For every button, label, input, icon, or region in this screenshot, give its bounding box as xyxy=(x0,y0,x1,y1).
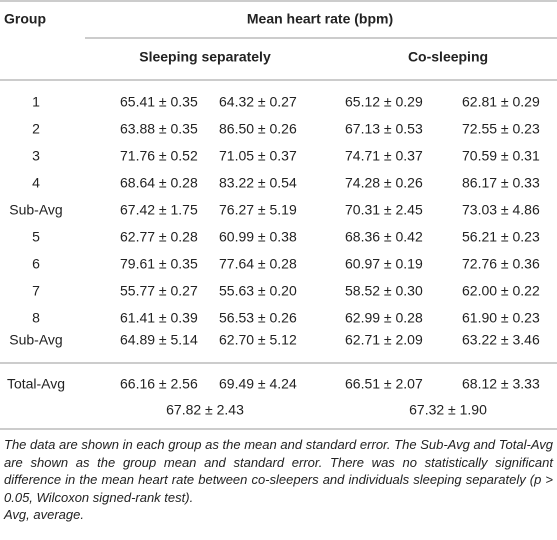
cell: 56.53 ± 0.26 xyxy=(219,310,297,326)
group-label: 6 xyxy=(32,256,40,272)
header-mean: Mean heart rate (bpm) xyxy=(247,11,393,27)
cell: 62.70 ± 5.12 xyxy=(219,332,297,348)
cell: 77.64 ± 0.28 xyxy=(219,256,297,272)
cell: 61.41 ± 0.39 xyxy=(120,310,198,326)
group-label: 7 xyxy=(32,283,40,299)
cell: 62.00 ± 0.22 xyxy=(462,283,540,299)
cell: 70.59 ± 0.31 xyxy=(462,148,540,164)
combined-cell: 67.82 ± 2.43 xyxy=(166,402,244,418)
header-sleeping: Sleeping separately xyxy=(139,49,271,65)
group-label: Sub-Avg xyxy=(9,202,62,218)
header-group: Group xyxy=(4,11,46,27)
footnote-abbrev: Avg, average. xyxy=(4,507,84,522)
group-label: Total-Avg xyxy=(7,376,65,392)
group-label: 3 xyxy=(32,148,40,164)
group-label: 5 xyxy=(32,229,40,245)
cell: 72.76 ± 0.36 xyxy=(462,256,540,272)
combined-cell: 67.32 ± 1.90 xyxy=(409,402,487,418)
cell: 62.81 ± 0.29 xyxy=(462,94,540,110)
group-label: 8 xyxy=(32,310,40,326)
cell: 61.90 ± 0.23 xyxy=(462,310,540,326)
cell: 67.13 ± 0.53 xyxy=(345,121,423,137)
header-cosleeping: Co-sleeping xyxy=(408,49,488,65)
cell: 58.52 ± 0.30 xyxy=(345,283,423,299)
footnote-text: The data are shown in each group as the … xyxy=(4,437,553,505)
cell: 65.41 ± 0.35 xyxy=(120,94,198,110)
cell: 62.99 ± 0.28 xyxy=(345,310,423,326)
cell: 60.97 ± 0.19 xyxy=(345,256,423,272)
cell: 66.16 ± 2.56 xyxy=(120,376,198,392)
cell: 79.61 ± 0.35 xyxy=(120,256,198,272)
table: Group Mean heart rate (bpm) Sleeping sep… xyxy=(0,0,557,430)
cell: 70.31 ± 2.45 xyxy=(345,202,423,218)
cell: 66.51 ± 2.07 xyxy=(345,376,423,392)
cell: 63.88 ± 0.35 xyxy=(120,121,198,137)
cell: 67.42 ± 1.75 xyxy=(120,202,198,218)
cell: 76.27 ± 5.19 xyxy=(219,202,297,218)
cell: 63.22 ± 3.46 xyxy=(462,332,540,348)
cell: 62.77 ± 0.28 xyxy=(120,229,198,245)
cell: 55.63 ± 0.20 xyxy=(219,283,297,299)
cell: 60.99 ± 0.38 xyxy=(219,229,297,245)
cell: 74.28 ± 0.26 xyxy=(345,175,423,191)
cell: 62.71 ± 2.09 xyxy=(345,332,423,348)
cell: 72.55 ± 0.23 xyxy=(462,121,540,137)
cell: 68.64 ± 0.28 xyxy=(120,175,198,191)
cell: 65.12 ± 0.29 xyxy=(345,94,423,110)
cell: 73.03 ± 4.86 xyxy=(462,202,540,218)
cell: 86.17 ± 0.33 xyxy=(462,175,540,191)
cell: 68.36 ± 0.42 xyxy=(345,229,423,245)
cell: 83.22 ± 0.54 xyxy=(219,175,297,191)
cell: 74.71 ± 0.37 xyxy=(345,148,423,164)
cell: 71.05 ± 0.37 xyxy=(219,148,297,164)
group-label: 2 xyxy=(32,121,40,137)
group-label: 1 xyxy=(32,94,40,110)
cell: 64.32 ± 0.27 xyxy=(219,94,297,110)
cell: 55.77 ± 0.27 xyxy=(120,283,198,299)
cell: 71.76 ± 0.52 xyxy=(120,148,198,164)
group-label: Sub-Avg xyxy=(9,332,62,348)
footnote: The data are shown in each group as the … xyxy=(4,436,553,524)
cell: 69.49 ± 4.24 xyxy=(219,376,297,392)
cell: 68.12 ± 3.33 xyxy=(462,376,540,392)
group-label: 4 xyxy=(32,175,40,191)
cell: 86.50 ± 0.26 xyxy=(219,121,297,137)
cell: 56.21 ± 0.23 xyxy=(462,229,540,245)
cell: 64.89 ± 5.14 xyxy=(120,332,198,348)
